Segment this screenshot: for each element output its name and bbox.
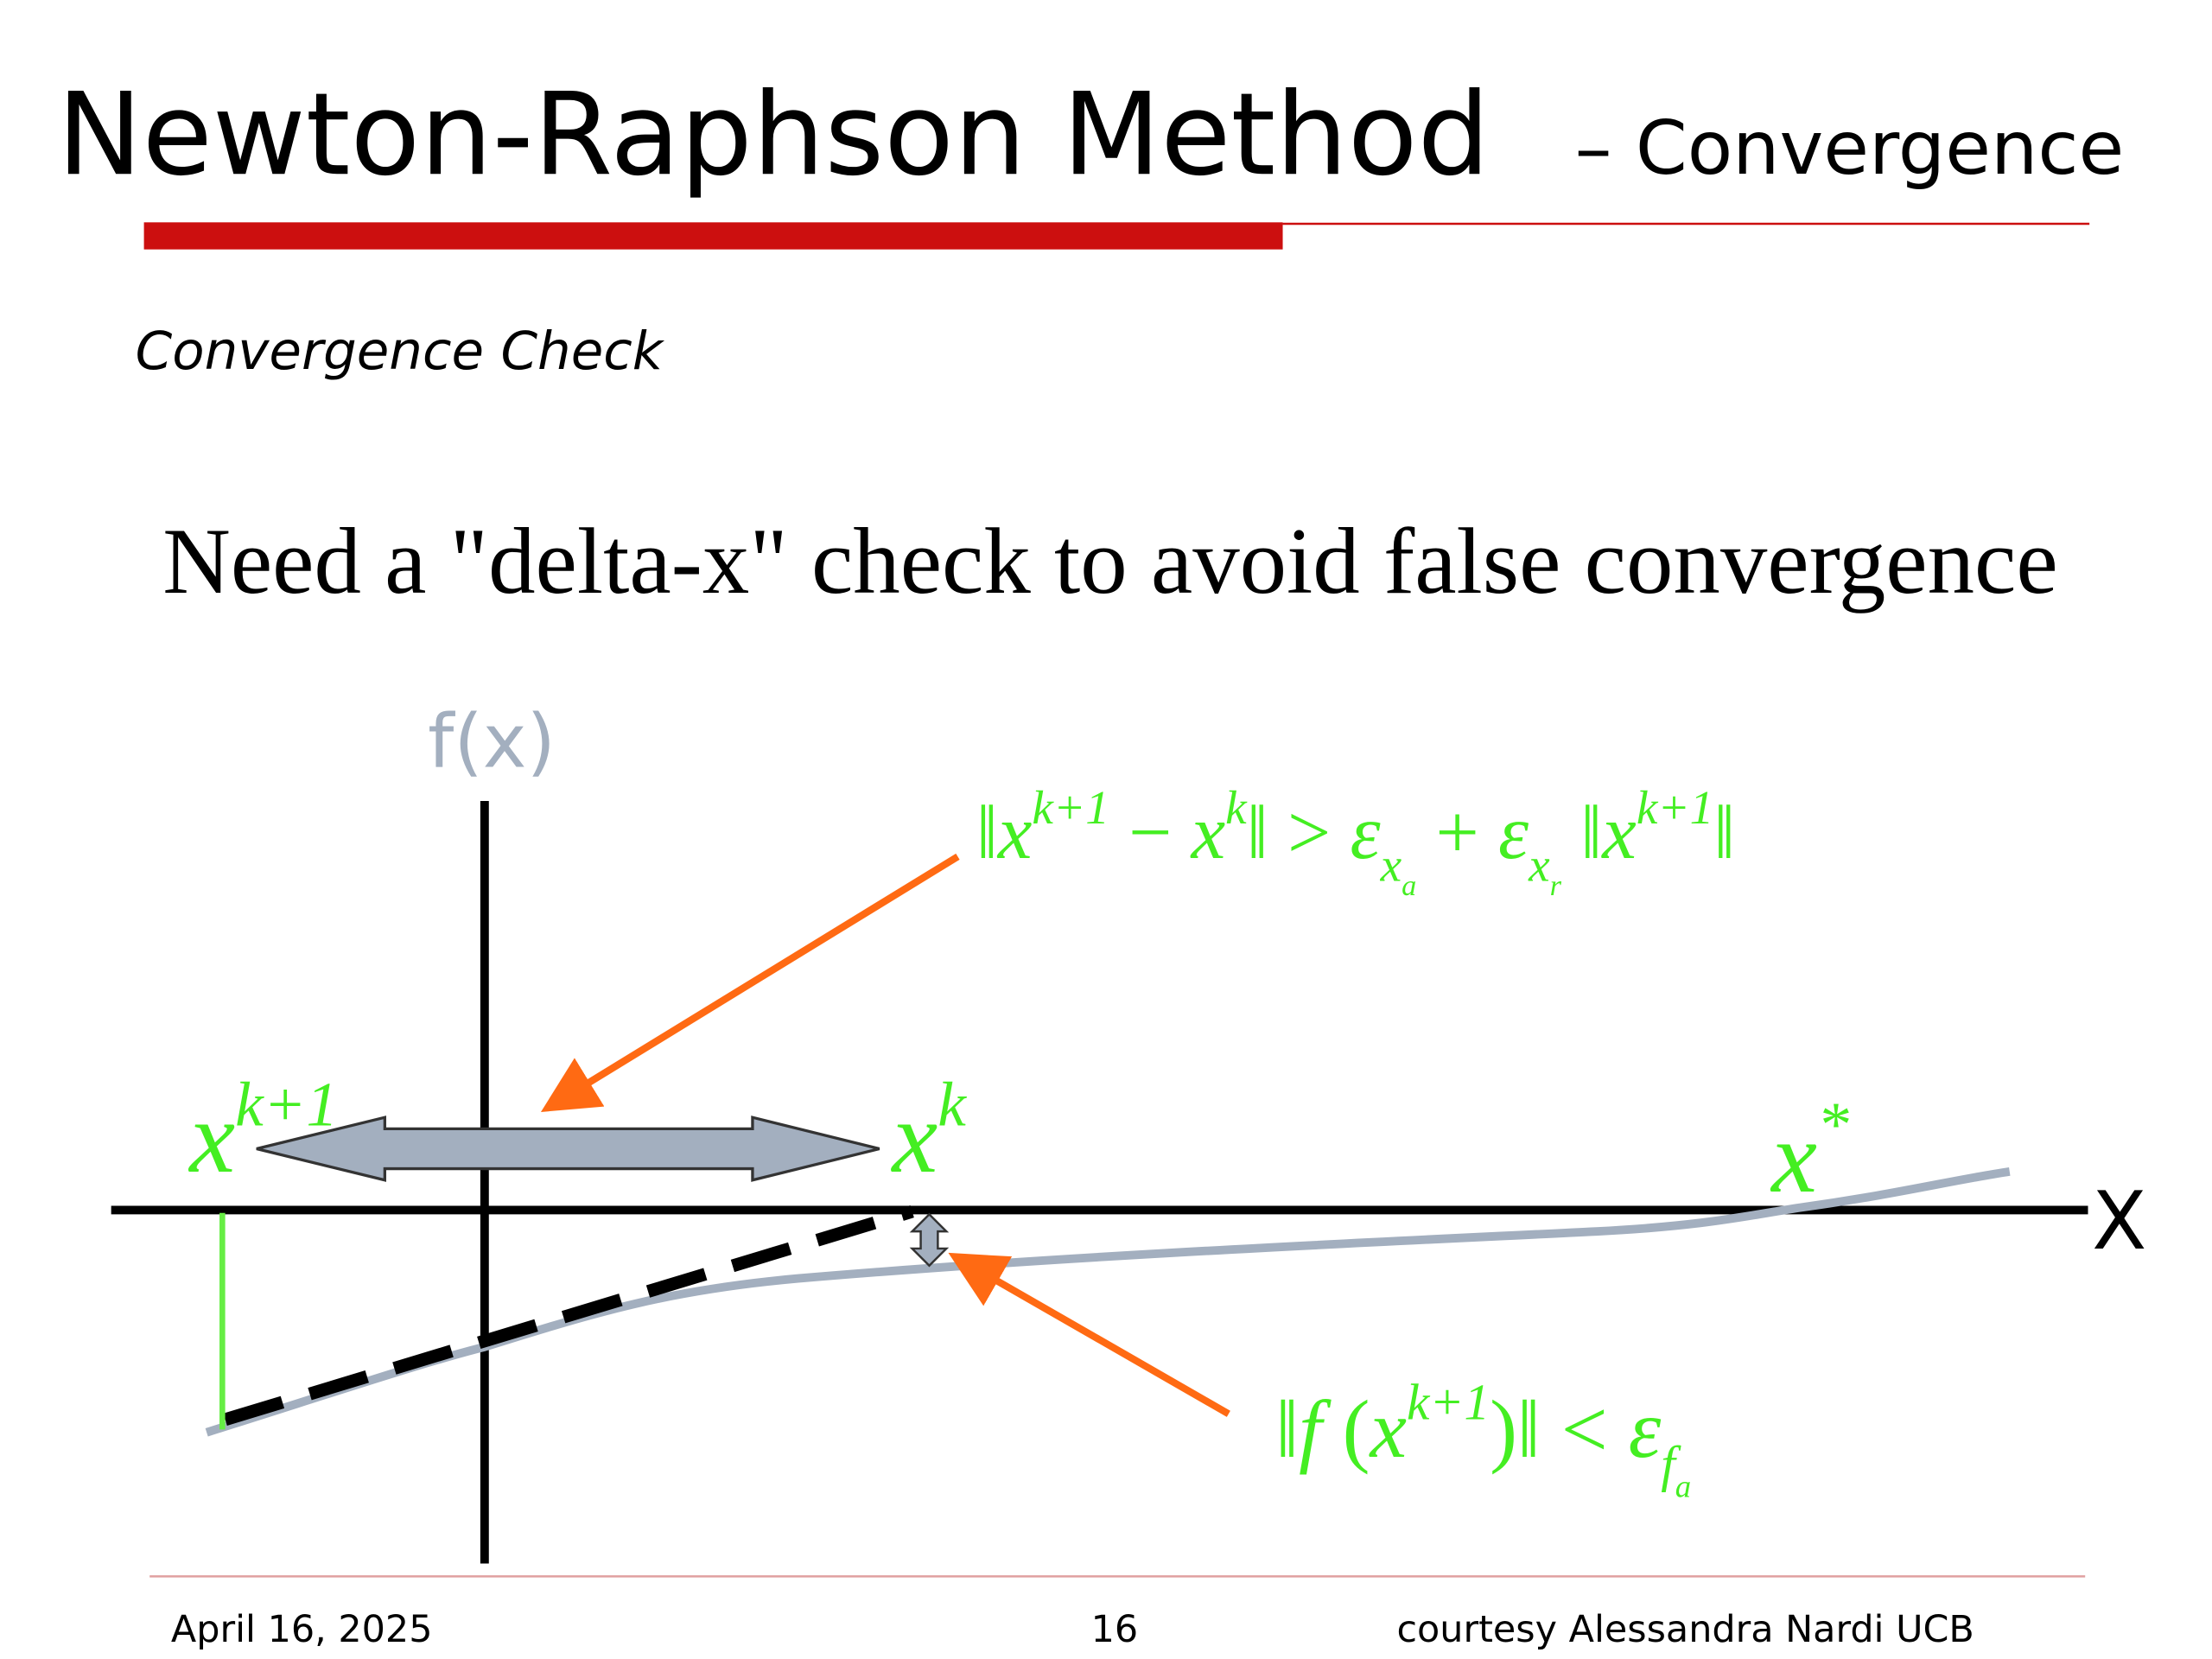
math-part: )‖ < [1490,1383,1629,1475]
y-axis-label: f(x) [428,698,556,785]
math-part: k+1 [235,1068,338,1139]
math-part: ‖ [1713,791,1735,875]
math-part: k [1225,781,1248,834]
delta-x-arrow [256,1116,880,1182]
math-part: ‖ [1275,1383,1299,1475]
math-part: a [1675,1468,1691,1503]
tangent-line [223,1205,914,1426]
math-part: x [1380,839,1402,892]
math-part: ε [1498,791,1529,875]
residual-condition: ‖f (xk+1)‖ < εfa [1275,1374,1691,1504]
pointer-arrow [948,1252,1230,1417]
math-part: k+1 [1032,781,1109,834]
math-part: − [1109,791,1192,875]
math-part: ‖ > [1247,791,1351,875]
delta-x-condition: ‖xk+1 − xk‖ > εxa + εxr ‖xk+1‖ [976,781,1735,902]
title-bar [143,222,1283,250]
math-part: ε [1629,1383,1662,1475]
section-heading: Convergence Check [136,321,665,382]
math-part: x [891,1080,938,1194]
x-axis-label: X [2092,1174,2146,1268]
math-part: ( [1322,1383,1370,1475]
math-part: x [1190,791,1226,875]
math-part: k+1 [1407,1374,1490,1431]
math-part: ‖ [1561,791,1602,875]
subtitle: – Convergence [1575,105,2125,192]
math-part: + [1416,791,1498,875]
footer-page: 16 [1091,1608,1139,1651]
point-label: xk [891,1068,968,1193]
footer-date: April 16, 2025 [171,1608,433,1651]
function-curve [205,1166,2011,1437]
math-part: a [1402,869,1416,902]
math-part: k+1 [1637,781,1713,834]
math-part: x [188,1080,235,1194]
math-part: x [1369,1383,1407,1475]
math-part: x [996,791,1033,875]
math-part: x [1600,791,1637,875]
math-part: ‖ [976,791,998,875]
math-part: k [938,1068,967,1139]
math-part: r [1550,869,1562,902]
math-part: x [1528,839,1550,892]
title: Newton-Raphson Method [57,69,1490,201]
statement: Need a "delta-x" check to avoid false co… [162,509,2057,613]
point-label: x* [1770,1089,1849,1214]
math-part: x [1770,1100,1817,1214]
math-part: * [1817,1089,1849,1160]
residual-arrow [909,1212,950,1268]
footer-credit: courtesy Alessandra Nardi UCB [1396,1608,1974,1651]
math-part: ε [1350,791,1380,875]
point-label: xk+1 [188,1068,338,1193]
pointer-arrow [540,853,960,1112]
